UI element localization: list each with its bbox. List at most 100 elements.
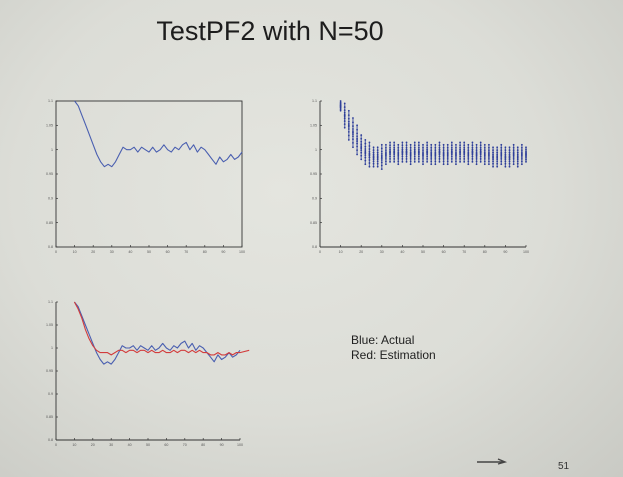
- particle-column: [525, 146, 527, 163]
- particle-column: [409, 143, 412, 166]
- particle-column: [492, 146, 494, 168]
- y-tick-label: 0.8: [48, 245, 53, 249]
- chart-particles: 0 10 20 30 40 50 60 70 80 90 100 0.8 0.85 0.9 0.95 1 1.0…: [310, 99, 529, 254]
- particle-column: [385, 143, 387, 166]
- x-tick-label: 60: [166, 250, 170, 254]
- particle-column: [372, 146, 375, 168]
- x-tick-label: 70: [183, 443, 187, 447]
- particle-column: [397, 143, 400, 166]
- x-tick-label: 100: [239, 250, 245, 254]
- x-tick-label: 40: [128, 443, 132, 447]
- particle-column: [339, 100, 342, 112]
- y-tick-label: 1.05: [310, 124, 317, 128]
- particle-column: [417, 141, 420, 163]
- y-tick-label: 0.8: [48, 438, 53, 442]
- x-tick-label: 30: [110, 250, 114, 254]
- particle-column: [368, 141, 371, 168]
- footer-arrow-icon: [477, 458, 508, 465]
- x-tick-label: 0: [55, 443, 57, 447]
- page-number: 51: [558, 461, 570, 472]
- particle-column: [471, 141, 474, 163]
- y-tick-label: 0.85: [46, 415, 53, 419]
- particle-column: [389, 141, 391, 163]
- x-tick-label: 50: [421, 250, 425, 254]
- y-tick-label: 0.85: [46, 221, 53, 225]
- particle-column: [483, 143, 486, 166]
- x-tick-label: 40: [128, 250, 132, 254]
- particle-column: [434, 143, 437, 166]
- particle-column: [512, 143, 515, 166]
- y-tick-label: 0.9: [48, 197, 53, 201]
- particle-column: [426, 141, 429, 163]
- particle-column: [459, 141, 461, 163]
- particle-column: [463, 141, 466, 163]
- y-tick-label: 0.95: [46, 172, 53, 176]
- particle-column: [446, 143, 449, 166]
- plot-frame: [55, 100, 243, 248]
- x-tick-label: 70: [462, 250, 466, 254]
- y-tick-label: 1.05: [46, 124, 53, 128]
- y-tick-label: 1.1: [48, 99, 53, 103]
- legend-blue-actual: Blue: Actual: [351, 333, 415, 347]
- y-tick-label: 0.85: [310, 221, 317, 225]
- particle-column: [467, 143, 470, 166]
- x-tick-label: 40: [400, 250, 404, 254]
- x-tick-label: 80: [201, 443, 205, 447]
- y-tick-label: 1.05: [46, 323, 53, 327]
- series-line-actual: [74, 100, 243, 168]
- particle-column: [422, 143, 424, 166]
- series-line-estimation: [73, 301, 250, 356]
- particle-column: [376, 146, 379, 168]
- legend-red-estimation: Red: Estimation: [351, 348, 436, 362]
- x-tick-label: 80: [483, 250, 487, 254]
- x-tick-label: 0: [319, 250, 321, 254]
- x-tick-label: 90: [220, 443, 224, 447]
- particle-column: [430, 143, 433, 166]
- x-tick-label: 10: [73, 250, 77, 254]
- x-tick-label: 10: [339, 250, 343, 254]
- particle-column: [508, 146, 511, 168]
- x-tick-label: 100: [523, 250, 529, 254]
- particle-column: [442, 143, 445, 166]
- x-tick-label: 0: [55, 250, 57, 254]
- particle-column: [504, 146, 507, 168]
- particle-column: [380, 143, 383, 171]
- x-tick-label: 70: [184, 250, 188, 254]
- particle-column: [405, 141, 408, 163]
- x-tick-label: 20: [91, 443, 95, 447]
- particle-column: [496, 146, 499, 168]
- y-tick-label: 1: [315, 148, 317, 152]
- particle-column: [401, 141, 404, 163]
- y-tick-label: 0.9: [312, 197, 317, 201]
- y-tick-label: 0.8: [312, 245, 317, 249]
- legend: Blue: Actual Red: Estimation: [351, 333, 436, 363]
- y-tick-label: 0.95: [46, 369, 53, 373]
- y-tick-label: 1: [51, 148, 53, 152]
- x-tick-label: 10: [72, 443, 76, 447]
- particle-column: [500, 143, 503, 166]
- particle-column: [343, 102, 346, 129]
- x-tick-label: 60: [442, 250, 446, 254]
- particle-column: [516, 146, 519, 168]
- x-tick-label: 60: [164, 443, 168, 447]
- x-tick-label: 100: [237, 443, 243, 447]
- x-tick-label: 30: [380, 250, 384, 254]
- y-tick-label: 1.1: [48, 300, 53, 304]
- x-tick-label: 50: [146, 443, 150, 447]
- particle-column: [520, 143, 523, 166]
- y-tick-label: 0.95: [310, 172, 317, 176]
- slide-title: TestPF2 with N=50: [156, 16, 384, 46]
- particle-column: [352, 117, 354, 149]
- particle-column: [413, 141, 416, 163]
- x-tick-label: 90: [503, 250, 507, 254]
- particle-column: [488, 143, 490, 166]
- particle-column: [347, 109, 350, 141]
- particle-column: [455, 143, 457, 166]
- y-tick-label: 0.9: [48, 392, 53, 396]
- x-tick-label: 30: [109, 443, 113, 447]
- chart-actual-vs-estimation: 0 10 20 30 40 50 60 70 80 90 100 0.8 0.85 0.9 0.95 1 1.0…: [46, 300, 250, 447]
- x-tick-label: 20: [91, 250, 95, 254]
- x-tick-label: 80: [203, 250, 207, 254]
- y-tick-label: 1.1: [312, 99, 317, 103]
